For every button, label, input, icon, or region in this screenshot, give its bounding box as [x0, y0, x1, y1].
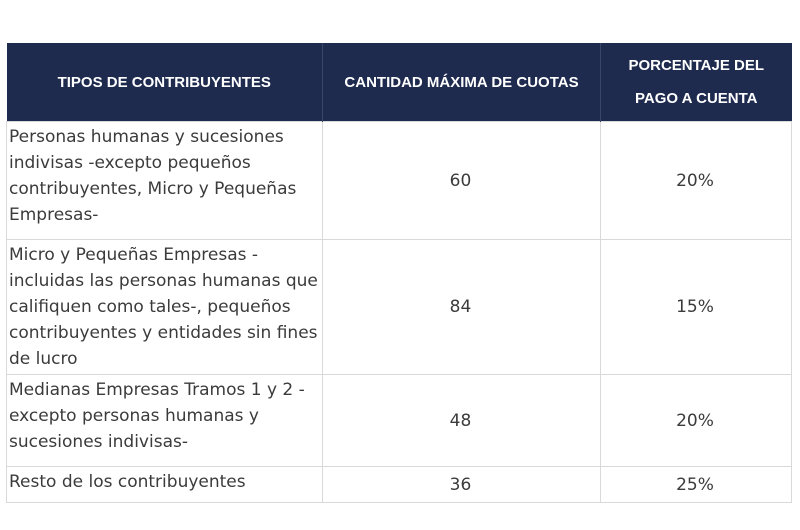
table-header: TIPOS DE CONTRIBUYENTES CANTIDAD MÁXIMA … [6, 43, 792, 122]
cell-tipo: Resto de los contribuyentes [6, 466, 323, 503]
table-row: Resto de los contribuyentes 36 25% [6, 466, 792, 503]
header-tipos: TIPOS DE CONTRIBUYENTES [6, 43, 323, 122]
cell-porcentaje: 20% [600, 121, 792, 240]
cell-tipo: Medianas Empresas Tramos 1 y 2 -excepto … [6, 374, 323, 467]
table-row: Medianas Empresas Tramos 1 y 2 -excepto … [6, 374, 792, 467]
cell-porcentaje: 20% [600, 374, 792, 467]
cell-porcentaje: 15% [600, 239, 792, 375]
cell-cuotas: 84 [322, 239, 601, 375]
cell-tipo: Micro y Pequeñas Empresas -incluidas las… [6, 239, 323, 375]
contribuyentes-table: TIPOS DE CONTRIBUYENTES CANTIDAD MÁXIMA … [6, 43, 792, 503]
cell-porcentaje: 25% [600, 466, 792, 503]
cell-cuotas: 48 [322, 374, 601, 467]
table-row: Personas humanas y sucesiones indivisas … [6, 121, 792, 240]
cell-cuotas: 36 [322, 466, 601, 503]
header-cantidad: CANTIDAD MÁXIMA DE CUOTAS [322, 43, 601, 122]
cell-tipo: Personas humanas y sucesiones indivisas … [6, 121, 323, 240]
cell-cuotas: 60 [322, 121, 601, 240]
table-row: Micro y Pequeñas Empresas -incluidas las… [6, 239, 792, 375]
header-porcentaje: PORCENTAJE DEL PAGO A CUENTA [600, 43, 792, 122]
table-body: Personas humanas y sucesiones indivisas … [6, 121, 792, 503]
header-row: TIPOS DE CONTRIBUYENTES CANTIDAD MÁXIMA … [6, 43, 792, 122]
